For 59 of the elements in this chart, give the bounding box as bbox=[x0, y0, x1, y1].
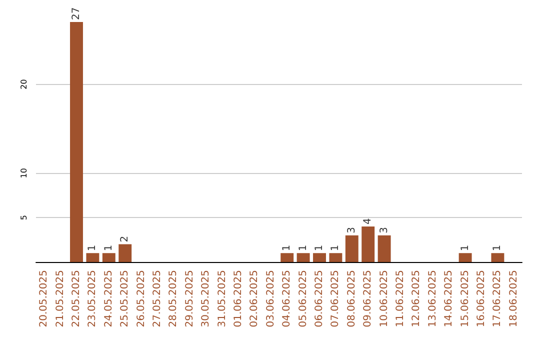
bar bbox=[280, 253, 294, 262]
data-label: 1 bbox=[460, 244, 471, 252]
x-tick-label: 24.05.2025 bbox=[103, 270, 114, 328]
x-tick-label: 23.05.2025 bbox=[87, 270, 98, 328]
bar bbox=[362, 226, 375, 262]
x-tick-label: 01.06.2025 bbox=[233, 270, 244, 328]
x-tick-label: 07.06.2025 bbox=[330, 270, 342, 328]
x-tick-label: 31.05.2025 bbox=[216, 270, 228, 328]
data-label: 1 bbox=[314, 244, 325, 252]
x-tick-label: 21.05.2025 bbox=[54, 270, 66, 328]
data-label: 1 bbox=[103, 244, 114, 252]
data-label: 1 bbox=[87, 244, 98, 252]
bar bbox=[118, 244, 132, 262]
x-tick-label: 30.05.2025 bbox=[200, 270, 212, 328]
bar bbox=[345, 235, 358, 262]
x-tick-label: 08.06.2025 bbox=[346, 270, 358, 328]
bar bbox=[378, 235, 391, 262]
data-label: 4 bbox=[362, 218, 374, 224]
x-tick-label: 12.06.2025 bbox=[411, 270, 422, 328]
x-tick-label: 05.06.2025 bbox=[298, 270, 309, 328]
x-tick-label: 25.05.2025 bbox=[120, 270, 131, 328]
x-tick-label: 03.06.2025 bbox=[265, 270, 276, 328]
x-tick-label: 16.06.2025 bbox=[476, 270, 487, 328]
x-tick-label: 28.05.2025 bbox=[168, 270, 180, 328]
y-tick-label: 5 bbox=[20, 215, 28, 220]
x-tick-label: 15.06.2025 bbox=[460, 270, 471, 328]
y-tick-label: 10 bbox=[20, 168, 28, 178]
bar bbox=[70, 22, 83, 262]
bar bbox=[458, 253, 472, 262]
x-tick-label: 26.05.2025 bbox=[136, 270, 147, 328]
data-label: 2 bbox=[120, 236, 131, 242]
x-tick-label: 09.06.2025 bbox=[362, 270, 374, 328]
x-tick-label: 27.05.2025 bbox=[152, 270, 163, 328]
x-tick-label: 04.06.2025 bbox=[282, 270, 293, 328]
data-label: 3 bbox=[346, 226, 358, 234]
x-tick-label: 14.06.2025 bbox=[444, 270, 455, 328]
x-tick-label: 02.06.2025 bbox=[249, 270, 260, 328]
data-label: 1 bbox=[298, 244, 309, 252]
bar bbox=[329, 253, 342, 262]
bar bbox=[313, 253, 326, 262]
x-tick-label: 22.05.2025 bbox=[71, 270, 82, 328]
data-label: 1 bbox=[330, 244, 342, 252]
x-tick-label: 18.06.2025 bbox=[508, 270, 520, 328]
data-label: 1 bbox=[282, 244, 293, 252]
bar bbox=[102, 253, 116, 262]
data-label: 3 bbox=[378, 226, 390, 234]
x-tick-label: 13.06.2025 bbox=[427, 270, 438, 328]
x-tick-label: 06.06.2025 bbox=[314, 270, 325, 328]
bar bbox=[296, 253, 310, 262]
x-tick-label: 29.05.2025 bbox=[184, 270, 196, 328]
data-label: 27 bbox=[71, 7, 82, 20]
x-tick-label: 17.06.2025 bbox=[492, 270, 504, 328]
x-tick-label: 20.05.2025 bbox=[38, 270, 50, 328]
x-tick-label: 11.06.2025 bbox=[395, 270, 406, 328]
bar bbox=[491, 253, 504, 262]
data-label: 1 bbox=[492, 244, 504, 252]
x-tick-label: 10.06.2025 bbox=[378, 270, 390, 328]
y-tick-label: 20 bbox=[20, 79, 28, 90]
bar bbox=[86, 253, 100, 262]
